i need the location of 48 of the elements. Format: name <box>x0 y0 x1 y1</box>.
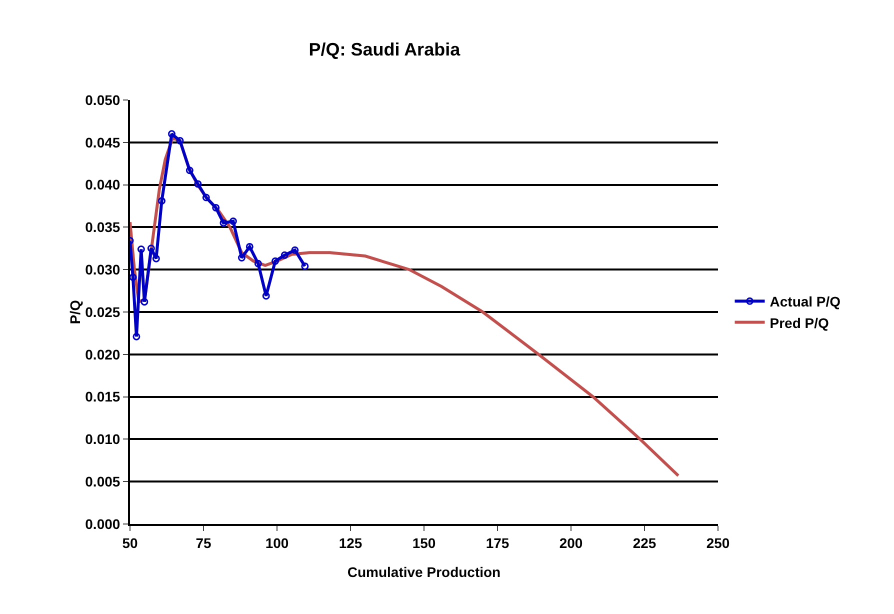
y-tick-label: 0.035 <box>85 219 120 236</box>
y-tick-label: 0.040 <box>85 176 120 193</box>
point <box>194 180 202 188</box>
x-tick-label: 125 <box>338 534 362 551</box>
point <box>229 218 237 226</box>
x-axis-title: Cumulative Production <box>347 564 501 580</box>
point <box>220 219 228 227</box>
y-tick-label: 0.005 <box>85 474 120 490</box>
y-tick-label: 0.000 <box>85 516 120 532</box>
y-tick-label: 0.030 <box>85 262 120 278</box>
point <box>132 332 140 340</box>
point <box>246 242 254 250</box>
x-tick-label: 200 <box>559 534 583 551</box>
x-tick-label: 75 <box>196 534 212 551</box>
point <box>254 260 262 268</box>
chart-title: P/Q: Saudi Arabia <box>308 40 462 60</box>
point <box>176 136 184 144</box>
point <box>158 197 166 205</box>
x-tick-label: 50 <box>122 534 138 551</box>
legend-label: Pred P/Q <box>770 314 829 331</box>
point <box>238 254 246 262</box>
x-tick-label: 175 <box>486 534 510 551</box>
point <box>301 262 309 270</box>
y-tick-label: 0.010 <box>85 431 120 448</box>
point <box>202 194 210 202</box>
point <box>168 130 176 138</box>
legend-label: Actual P/Q <box>770 294 841 310</box>
y-tick-label: 0.045 <box>85 134 120 150</box>
point <box>140 298 148 306</box>
y-tick-label: 0.050 <box>85 92 120 108</box>
y-axis-title: P/Q <box>67 300 84 324</box>
x-tick-label: 250 <box>706 534 730 551</box>
point <box>186 166 194 174</box>
point <box>147 244 155 252</box>
point <box>212 204 220 212</box>
y-tick-label: 0.020 <box>85 346 120 362</box>
point <box>271 257 279 265</box>
point <box>152 254 160 262</box>
x-tick-label: 225 <box>632 534 656 551</box>
point <box>262 292 270 300</box>
point <box>130 273 137 281</box>
y-tick-label: 0.025 <box>85 304 120 320</box>
x-tick-label: 100 <box>265 534 289 551</box>
y-tick-label: 0.015 <box>85 388 120 405</box>
point <box>291 246 299 254</box>
point <box>280 251 288 259</box>
point <box>137 246 145 253</box>
x-tick-label: 150 <box>412 534 436 551</box>
